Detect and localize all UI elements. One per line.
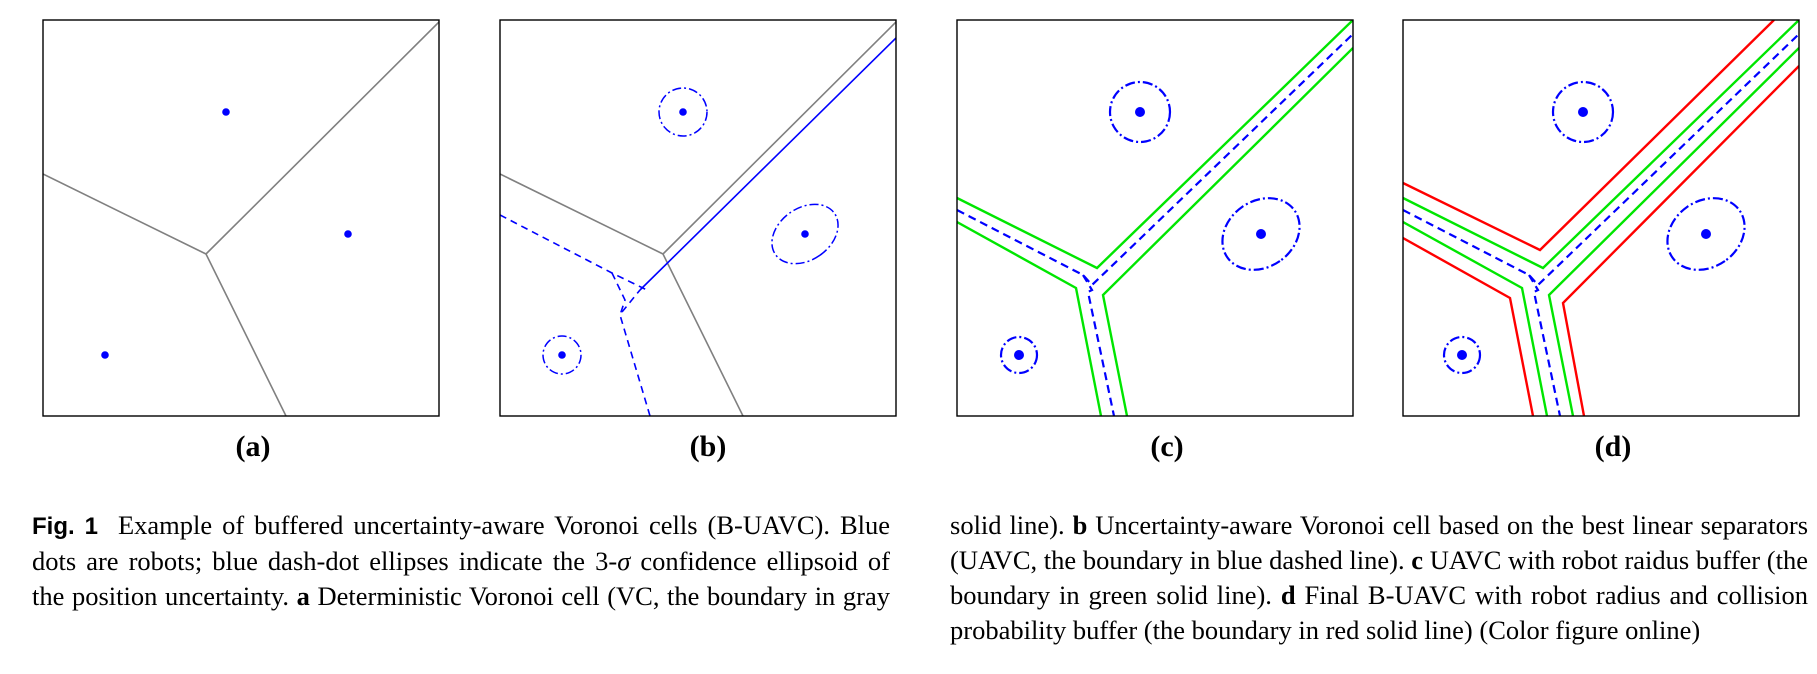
caption-letter-d: d <box>1280 580 1296 610</box>
subfigure-label-a: (a) <box>235 430 271 463</box>
caption-letter-a: a <box>296 581 310 611</box>
robot-dot <box>801 230 809 238</box>
caption-letter-c: c <box>1411 545 1424 575</box>
collision-buffer-red <box>1403 236 1535 416</box>
figure-caption-left-column: Fig. 1 Example of buffered uncertainty-a… <box>32 508 1808 648</box>
subfigure-c <box>956 19 1354 417</box>
uavc-boundary-dashed <box>500 214 651 416</box>
plot-frame <box>956 19 1354 417</box>
caption-letter-b: b <box>1072 510 1088 540</box>
subfigure-label-b: (b) <box>689 430 727 463</box>
uavc-boundary-dashed <box>1082 274 1116 416</box>
uavc-boundary-dashed <box>957 33 1353 287</box>
robot-dot <box>679 108 687 116</box>
subfigure-label-d: (d) <box>1594 430 1632 463</box>
uavc-boundary-dashed <box>1403 33 1799 287</box>
robot-dot <box>1457 350 1467 360</box>
vc-boundary-gray <box>43 21 439 416</box>
radius-buffer-green <box>1101 47 1353 416</box>
robot-dot <box>1256 229 1266 239</box>
robot-dot <box>558 351 566 359</box>
caption-text-d: Final B-UAVC with robot radius and colli… <box>950 580 1809 645</box>
uncertainty-ellipse <box>658 87 708 137</box>
figure-tag: Fig. 1 <box>32 513 99 540</box>
robot-dot <box>1578 107 1588 117</box>
caption-text: Example of buffered uncertainty-aware Vo… <box>32 510 891 576</box>
radius-buffer-green <box>1403 20 1799 270</box>
subfigure-label-c: (c) <box>1150 430 1184 463</box>
subfigure-b <box>499 19 897 417</box>
caption-text: confidence ellipsoid of the position unc… <box>32 546 890 611</box>
uncertainty-ellipse <box>771 203 839 265</box>
uncertainty-ellipse <box>1551 80 1615 144</box>
radius-buffer-green <box>1403 220 1549 416</box>
robot-dot <box>1701 229 1711 239</box>
robot-dot <box>1135 107 1145 117</box>
figure-panels <box>42 19 1800 417</box>
caption-text-c: UAVC with robot raidus buffer (the bound… <box>950 545 1809 610</box>
collision-buffer-red <box>1403 20 1775 252</box>
radius-buffer-green <box>957 220 1103 416</box>
vc-boundary-gray <box>500 21 896 416</box>
uavc-boundary-dashed <box>1528 274 1562 416</box>
uncertainty-ellipse <box>1108 80 1172 144</box>
robot-dot <box>1014 350 1024 360</box>
plot-frame <box>42 19 440 417</box>
radius-buffer-green <box>1547 47 1799 416</box>
uncertainty-ellipse <box>1442 335 1482 375</box>
caption-text-a: Deterministic Voronoi cell (VC, the boun… <box>317 510 1065 611</box>
uncertainty-ellipse <box>1666 197 1746 271</box>
uavc-boundary-dashed <box>621 289 641 313</box>
uncertainty-ellipse <box>1221 197 1301 271</box>
subfigure-a <box>42 19 440 417</box>
subfigure-d <box>1402 19 1800 417</box>
plot-frame <box>499 19 897 417</box>
robot-dot <box>222 108 230 116</box>
radius-buffer-green <box>957 20 1353 270</box>
uncertainty-ellipse <box>542 335 582 375</box>
robot-dot <box>344 230 352 238</box>
uavc-boundary-solid <box>639 37 896 291</box>
sigma-symbol: σ <box>617 546 631 576</box>
collision-buffer-red <box>1561 65 1799 416</box>
robot-dot <box>101 351 109 359</box>
caption-text-b: Uncertainty-aware Voronoi cell based on … <box>950 510 1809 575</box>
plot-frame <box>1402 19 1800 417</box>
uncertainty-ellipse <box>999 335 1039 375</box>
